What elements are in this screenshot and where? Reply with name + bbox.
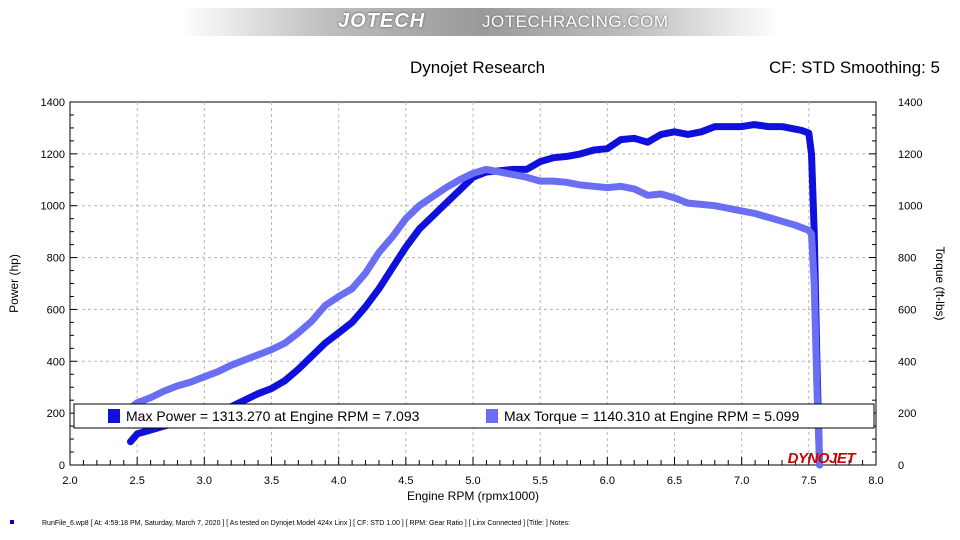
x-tick-label: 2.5 [130,475,145,487]
y-tick-label: 600 [47,304,65,316]
y2-tick-label: 1000 [898,201,922,213]
y-tick-label: 0 [59,460,65,472]
x-tick-label: 6.0 [600,475,615,487]
y2-axis-label: Torque (ft-lbs) [933,246,947,320]
x-tick-label: 5.5 [533,475,548,487]
footer-marker [10,520,14,524]
run-info-footer: RunFile_6.wp8 [ At: 4:59:18 PM, Saturday… [42,520,570,527]
dynojet-logo: DYNOJET [788,450,858,467]
x-tick-label: 8.0 [868,475,883,487]
legend-swatch [486,409,498,423]
x-tick-label: 7.5 [801,475,816,487]
brand-site: JOTECHRACING.COM [482,12,669,31]
x-tick-label: 2.0 [62,475,77,487]
legend-label: Max Torque = 1140.310 at Engine RPM = 5.… [504,408,799,424]
y2-tick-label: 0 [898,460,904,472]
y-tick-label: 200 [47,408,65,420]
y2-tick-label: 1400 [898,97,922,109]
legend-swatch [108,409,120,423]
y2-tick-label: 800 [898,253,916,265]
legend-box [73,403,875,429]
y2-tick-label: 400 [898,356,916,368]
y2-tick-label: 1200 [898,149,922,161]
brand-logo: JOTECH [338,10,426,32]
x-tick-label: 6.5 [667,475,682,487]
x-tick-label: 4.0 [331,475,346,487]
y-tick-label: 800 [47,253,65,265]
y-axis-label: Power (hp) [7,254,21,313]
x-axis-label: Engine RPM (rpmx1000) [407,489,539,503]
y2-tick-label: 200 [898,408,916,420]
series-line-torque [127,165,824,469]
y-tick-label: 400 [47,356,65,368]
brand-banner [180,8,780,36]
y2-tick-label: 600 [898,304,916,316]
chart-header-settings: CF: STD Smoothing: 5 [768,58,940,77]
x-tick-label: 4.5 [398,475,413,487]
x-tick-label: 7.0 [734,475,749,487]
legend-label: Max Power = 1313.270 at Engine RPM = 7.0… [126,408,420,424]
y-tick-label: 1000 [41,201,65,213]
x-tick-label: 3.5 [264,475,279,487]
x-tick-label: 3.0 [197,475,212,487]
x-tick-label: 5.0 [465,475,480,487]
y-tick-label: 1400 [41,97,65,109]
chart-header-title: Dynojet Research [410,58,546,77]
y-tick-label: 1200 [41,149,65,161]
